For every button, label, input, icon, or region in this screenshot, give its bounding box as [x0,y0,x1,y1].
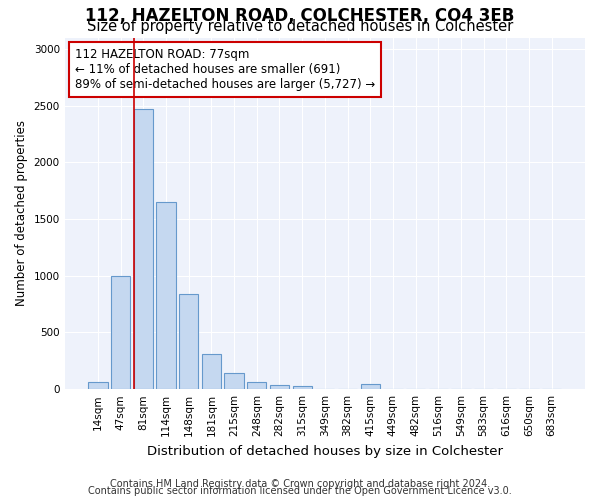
Text: 112 HAZELTON ROAD: 77sqm
← 11% of detached houses are smaller (691)
89% of semi-: 112 HAZELTON ROAD: 77sqm ← 11% of detach… [75,48,376,91]
Bar [202,354,221,389]
X-axis label: Distribution of detached houses by size in Colchester: Distribution of detached houses by size … [147,444,503,458]
Bar [247,382,266,389]
Y-axis label: Number of detached properties: Number of detached properties [15,120,28,306]
Bar [361,384,380,389]
Bar [179,294,199,389]
Bar [88,382,107,389]
Bar [224,374,244,389]
Text: Contains public sector information licensed under the Open Government Licence v3: Contains public sector information licen… [88,486,512,496]
Bar [293,386,312,389]
Bar [134,109,153,389]
Text: Contains HM Land Registry data © Crown copyright and database right 2024.: Contains HM Land Registry data © Crown c… [110,479,490,489]
Text: Size of property relative to detached houses in Colchester: Size of property relative to detached ho… [87,18,513,34]
Bar [270,385,289,389]
Bar [157,202,176,389]
Text: 112, HAZELTON ROAD, COLCHESTER, CO4 3EB: 112, HAZELTON ROAD, COLCHESTER, CO4 3EB [85,8,515,26]
Bar [111,276,130,389]
